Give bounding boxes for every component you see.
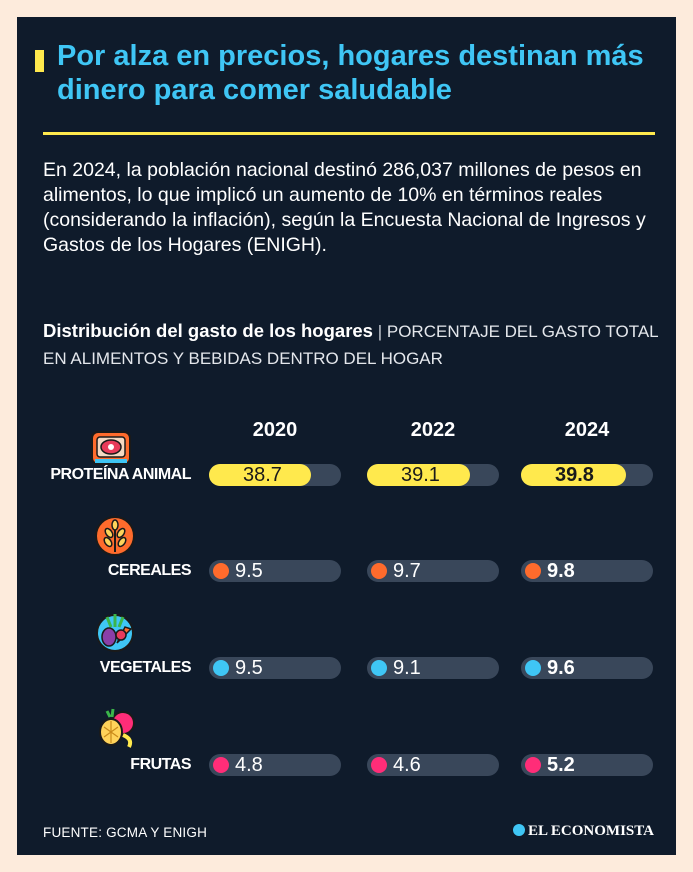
bar-track: 9.5 — [209, 657, 341, 679]
bar-track: 9.5 — [209, 560, 341, 582]
data-label: 9.7 — [393, 560, 421, 582]
bar-track: 9.1 — [367, 657, 499, 679]
data-label: 38.7 — [243, 464, 282, 486]
category-dot — [213, 563, 229, 579]
category-dot — [371, 563, 387, 579]
wheat-icon — [93, 514, 137, 563]
brand-name: EL ECONOMISTA — [528, 823, 654, 839]
bar-track: 5.2 — [521, 754, 653, 776]
category-dot — [525, 757, 541, 773]
chart-subtitle: Distribución del gasto de los hogares | … — [43, 317, 673, 372]
bar-track: 9.7 — [367, 560, 499, 582]
intro-paragraph: En 2024, la población nacional destinó 2… — [43, 159, 646, 256]
chart-subtitle-separator: | — [377, 322, 383, 341]
data-label: 9.5 — [235, 657, 263, 679]
chart-subtitle-detail: PORCENTAJE DEL GASTO TOTAL EN ALIMENTOS … — [43, 322, 658, 368]
bar — [209, 464, 311, 486]
bar-track: 4.8 — [209, 754, 341, 776]
meat-package-icon — [89, 426, 133, 475]
data-label: 4.8 — [235, 754, 263, 776]
category-label: FRUTAS — [130, 756, 191, 773]
infographic-card: Por alza en precios, hogares destinan má… — [17, 17, 676, 855]
data-label: 9.8 — [547, 560, 575, 582]
bar — [367, 464, 470, 486]
category-dot — [525, 563, 541, 579]
data-label: 39.1 — [401, 464, 440, 486]
category-dot — [525, 660, 541, 676]
title-divider — [43, 132, 655, 135]
bar — [521, 464, 626, 486]
vegetables-icon — [93, 609, 137, 658]
category-label: CEREALES — [107, 562, 192, 579]
data-label: 9.5 — [235, 560, 263, 582]
category-label: PROTEÍNA ANIMAL — [50, 466, 191, 483]
bar-track: 39.8 — [521, 464, 653, 486]
data-label: 9.1 — [393, 657, 421, 679]
year-header-2020: 2020 — [252, 419, 298, 441]
category-dot — [371, 757, 387, 773]
year-header-2024: 2024 — [564, 419, 610, 441]
data-label: 9.6 — [547, 657, 575, 679]
bar-track: 9.8 — [521, 560, 653, 582]
brand-mark-icon — [513, 824, 525, 836]
bar-track: 9.6 — [521, 657, 653, 679]
category-label: VEGETALES — [99, 659, 192, 676]
page-title: Por alza en precios, hogares destinan má… — [57, 40, 644, 106]
bar-track: 4.6 — [367, 754, 499, 776]
category-dot — [213, 757, 229, 773]
data-label: 4.6 — [393, 754, 421, 776]
data-label: 39.8 — [555, 464, 594, 486]
brand-logo: EL ECONOMISTA — [513, 823, 654, 840]
category-dot — [213, 660, 229, 676]
year-header-2022: 2022 — [410, 419, 456, 441]
bar-track: 38.7 — [209, 464, 341, 486]
source-note: FUENTE: GCMA Y ENIGH — [43, 825, 208, 840]
chart-subtitle-bold: Distribución del gasto de los hogares — [43, 320, 373, 341]
bar-track: 39.1 — [367, 464, 499, 486]
title-marker — [35, 50, 44, 72]
fruits-icon — [93, 705, 137, 754]
category-dot — [371, 660, 387, 676]
data-label: 5.2 — [547, 754, 575, 776]
